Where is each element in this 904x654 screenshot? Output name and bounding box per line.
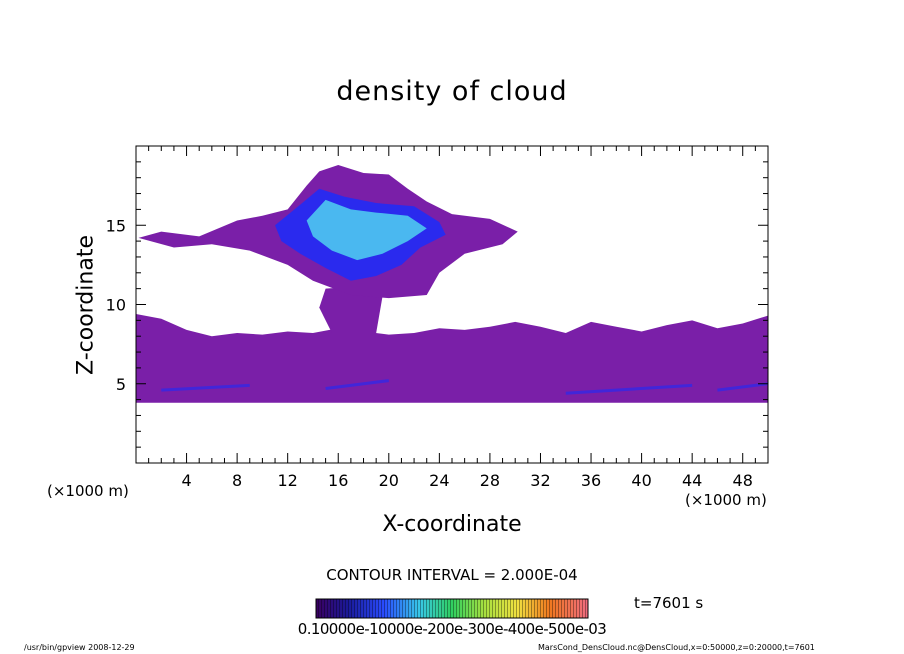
x-tick-label: 40 — [631, 471, 651, 490]
x-tick-label: 20 — [379, 471, 399, 490]
chart-title: density of cloud — [336, 76, 568, 107]
colorbar — [315, 598, 589, 619]
x-tick-label: 36 — [581, 471, 601, 490]
cloud-base-streak — [717, 382, 769, 392]
x-tick-label: 28 — [480, 471, 500, 490]
x-tick-label: 8 — [232, 471, 242, 490]
x-tick-label: 32 — [530, 471, 550, 490]
cloud-base-streak — [161, 383, 250, 392]
y-axis-label: Z-coordinate — [73, 235, 99, 375]
cloud-base-streak — [325, 379, 389, 390]
x-unit-label-right: (×1000 m) — [685, 491, 767, 509]
contour-interval-label: CONTOUR INTERVAL = 2.000E-04 — [326, 566, 578, 584]
x-tick-label: 48 — [733, 471, 753, 490]
x-tick-label: 12 — [278, 471, 298, 490]
x-axis-label: X-coordinate — [382, 512, 522, 537]
y-tick-label: 15 — [106, 216, 126, 235]
cloud-column — [319, 285, 383, 334]
x-tick-label: 24 — [429, 471, 449, 490]
cloud-base-streak — [565, 383, 693, 395]
x-tick-label: 16 — [328, 471, 348, 490]
x-unit-label-left: (×1000 m) — [47, 482, 129, 500]
x-tick-label: 4 — [181, 471, 191, 490]
colorbar-stripes — [316, 599, 588, 618]
cloud-core-high — [306, 199, 427, 261]
plot-frame — [135, 145, 769, 464]
footer-left: /usr/bin/gpview 2008-12-29 — [24, 643, 135, 652]
cloud-lower-layer — [136, 314, 768, 403]
x-tick-label: 44 — [682, 471, 702, 490]
y-tick-label: 10 — [106, 296, 126, 315]
plot-axes — [135, 145, 769, 464]
cloud-field — [136, 165, 769, 403]
footer-right: MarsCond_DensCloud.nc@DensCloud,x=0:5000… — [538, 643, 815, 652]
colorbar-frame — [315, 598, 589, 619]
axis-ticks — [136, 146, 768, 463]
time-label: t=7601 s — [634, 594, 704, 612]
colorbar-labels: 0.10000e-10000e-200e-300e-400e-500e-03 — [297, 620, 607, 638]
y-tick-label: 5 — [116, 375, 126, 394]
